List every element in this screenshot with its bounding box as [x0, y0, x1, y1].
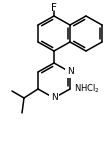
Text: N: N	[51, 93, 57, 103]
Text: N: N	[67, 68, 73, 76]
Text: F: F	[51, 3, 57, 13]
Text: NHCl$_2$: NHCl$_2$	[74, 83, 100, 95]
